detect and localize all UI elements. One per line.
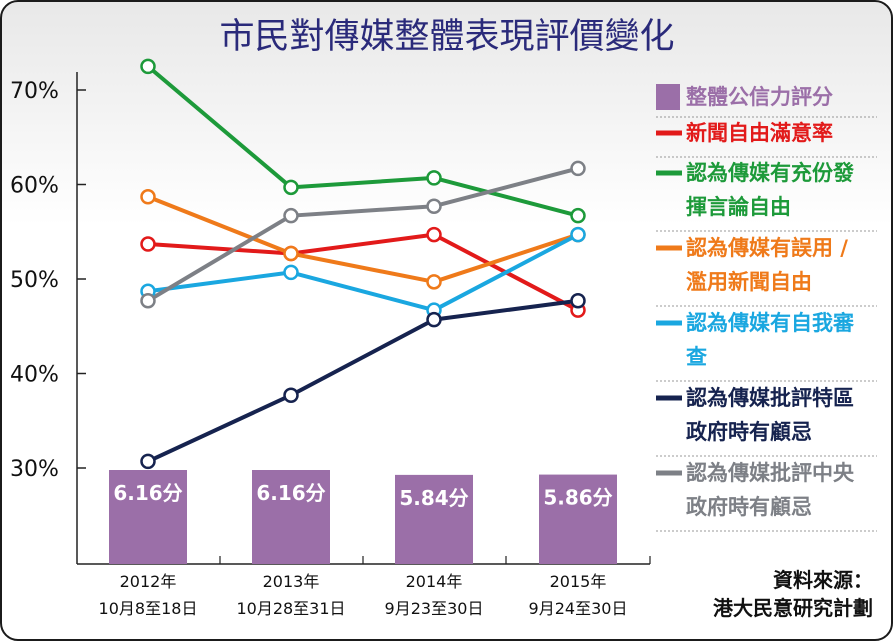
legend-label: 認為傳媒有自我審 xyxy=(686,311,855,335)
bar xyxy=(252,470,330,564)
series-line xyxy=(146,166,579,303)
y-tick-label: 30% xyxy=(10,457,59,482)
bar xyxy=(395,474,473,564)
legend-label: 認為傳媒批評特區 xyxy=(686,386,854,410)
series-line xyxy=(147,194,579,284)
series-point xyxy=(570,292,586,309)
y-tick-label: 50% xyxy=(10,268,59,293)
series-line xyxy=(147,232,579,313)
y-tick-label: 40% xyxy=(10,363,59,388)
series-point xyxy=(426,226,442,243)
series-point xyxy=(140,292,156,309)
x-tick-label: 10月8至18日 xyxy=(99,599,198,618)
y-tick-label: 70% xyxy=(10,79,59,104)
x-tick-label: 2013年 xyxy=(263,572,320,591)
x-tick-label: 9月23至30日 xyxy=(385,599,484,618)
bars: 6.16分 6.16分 5.84分 5.86分 xyxy=(109,470,617,564)
source-label: 資料來源： xyxy=(773,568,873,592)
bar-value-label: 5.84分 xyxy=(399,486,468,510)
series-point xyxy=(426,274,442,290)
source-note: 資料來源： 港大民意研究計劃 xyxy=(713,568,873,620)
y-tick-label: 60% xyxy=(10,174,59,199)
x-tick-label: 2015年 xyxy=(550,572,607,591)
legend-label: 政府時有顧忌 xyxy=(686,495,812,519)
series-point xyxy=(283,264,299,281)
series-point xyxy=(426,198,442,214)
series-point xyxy=(283,245,299,262)
legend-label: 揮言論自由 xyxy=(686,195,791,219)
bar xyxy=(109,470,187,564)
legend-label: 查 xyxy=(686,345,707,369)
series-point xyxy=(426,170,442,186)
legend-label: 認為傳媒批評中央 xyxy=(686,461,855,485)
series-point xyxy=(283,387,299,403)
series-point xyxy=(140,236,156,252)
series-point xyxy=(283,179,299,196)
series-line xyxy=(147,298,579,464)
series-point xyxy=(426,311,442,328)
x-tick-label: 2014年 xyxy=(406,572,463,591)
x-axis-labels: 2012年 10月8至18日 2013年 10月28至31日 2014年 9月23至30日… xyxy=(99,572,628,618)
series-point xyxy=(140,189,156,205)
x-tick-label: 10月28至31日 xyxy=(236,599,345,618)
legend-label: 認為傳媒有誤用 / xyxy=(686,236,848,260)
legend-label: 新聞自由滿意率 xyxy=(686,121,833,145)
series-point xyxy=(140,453,156,470)
series-lines xyxy=(140,58,586,470)
series-point xyxy=(283,207,299,224)
series-point xyxy=(140,58,156,75)
axes: 70% 60% 50% 40% 30% xyxy=(10,72,651,565)
x-tick-label: 2012年 xyxy=(120,572,177,591)
x-tick-label: 9月24至30日 xyxy=(529,599,628,618)
legend-label: 認為傳媒有充份發 xyxy=(686,161,854,185)
bar-value-label: 5.86分 xyxy=(543,486,612,510)
source-name: 港大民意研究計劃 xyxy=(713,596,873,620)
series-point xyxy=(570,207,586,224)
series-line xyxy=(147,232,579,312)
bar-value-label: 6.16分 xyxy=(256,481,325,505)
legend-label: 整體公信力評分 xyxy=(686,85,833,109)
series-point xyxy=(570,226,586,243)
legend-swatch-bar xyxy=(656,84,680,110)
legend-label: 濫用新聞自由 xyxy=(686,270,812,294)
bar xyxy=(539,474,617,564)
bar-value-label: 6.16分 xyxy=(113,481,182,505)
chart-title: 市民對傳媒整體表現評價變化 xyxy=(219,17,674,57)
series-line xyxy=(146,64,579,218)
series-point xyxy=(570,160,586,177)
legend-label: 政府時有顧忌 xyxy=(686,420,812,444)
